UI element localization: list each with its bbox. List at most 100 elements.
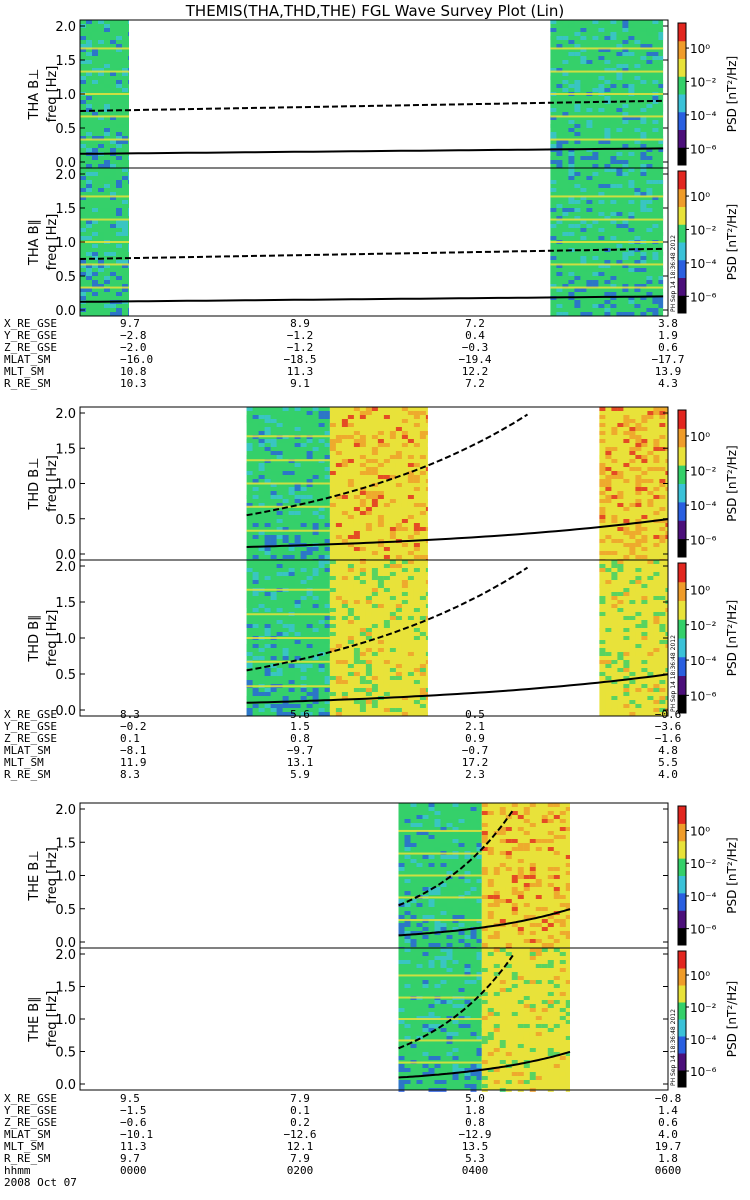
ephemeris-value: 0.8: [290, 732, 310, 745]
colorbar-label: PSD [nT²/Hz]: [725, 56, 739, 132]
ephemeris-value: 4.8: [658, 744, 678, 757]
plot-stamp: PH Sep 14 18:36:48 2012: [670, 235, 677, 312]
ephemeris-value: 9.7: [120, 317, 140, 330]
ephemeris-value: 10.3: [120, 377, 147, 390]
ephemeris-value: 0.6: [658, 1116, 678, 1129]
colorbar-label: PSD [nT²/Hz]: [725, 445, 739, 521]
colorbar-tick-label: 10⁻²: [690, 223, 717, 237]
frequency-curve: [246, 413, 529, 517]
ephemeris-table-tha: X_RE_GSE 9.7 8.9 7.2 3.8 Y_RE_GSE −2.8 −1.2 0.4 1…: [4, 317, 685, 390]
frequency-curve: [398, 954, 514, 1050]
y-tick-label: 2.0: [55, 560, 76, 575]
y-tick-label: 0.5: [55, 903, 76, 918]
ephemeris-value: 9.5: [120, 1092, 140, 1105]
panel-label: THD B⊥: [27, 457, 42, 510]
colorbar-tick-label: 10⁻⁴: [690, 257, 717, 271]
ephemeris-value: 0.5: [465, 708, 485, 721]
ephemeris-row-label: MLAT_SM: [4, 744, 51, 757]
y-tick-label: 0.5: [55, 122, 76, 137]
spectrogram-segment: [80, 20, 129, 168]
colorbar-tick-label: 10⁰: [690, 969, 710, 983]
spectrogram-segment: [80, 168, 129, 316]
panel-label: THA B∥: [27, 219, 42, 266]
ephemeris-value: 4.0: [658, 1128, 678, 1141]
ephemeris-value: 5.0: [465, 1092, 485, 1105]
ephemeris-row-label: X_RE_GSE: [4, 317, 57, 330]
spectrogram-segment: [599, 407, 668, 563]
ephemeris-row-label: Y_RE_GSE: [4, 1104, 57, 1117]
spectrogram-segment: [246, 407, 330, 563]
y-axis-label: freq [Hz]: [45, 610, 60, 667]
plot-stamp: PH Sep 14 18:36:48 2012: [670, 1009, 677, 1086]
ephemeris-row-label: X_RE_GSE: [4, 708, 57, 721]
ephemeris-row-label: Y_RE_GSE: [4, 720, 57, 733]
colorbar: 10⁰ 10⁻² 10⁻⁴ 10⁻⁶ PSD [nT²/Hz]: [677, 170, 739, 314]
ephemeris-value: 3.8: [658, 317, 678, 330]
ephemeris-value: 7.9: [290, 1092, 310, 1105]
colorbar-tick-label: 10⁻⁶: [690, 689, 717, 703]
colorbar-tick-label: 10⁻²: [690, 619, 717, 633]
ephemeris-value: 7.2: [465, 317, 485, 330]
ephemeris-table-thd: X_RE_GSE 8.3 5.6 0.5 −0.6 Y_RE_GSE −0.2 1.5 2.1 −…: [4, 708, 681, 781]
y-tick-label: 0.0: [55, 1078, 76, 1093]
y-tick-label: 0.5: [55, 1046, 76, 1061]
ephemeris-value: 1.4: [658, 1104, 678, 1117]
colorbar-tick-label: 10⁰: [690, 190, 710, 204]
ephemeris-value: 0.9: [465, 732, 485, 745]
y-axis-label: freq [Hz]: [45, 214, 60, 271]
ephemeris-value: 5.5: [658, 756, 678, 769]
ephemeris-value: −0.7: [462, 744, 489, 757]
frequency-curve: [79, 247, 664, 260]
spectrogram-segment: [599, 560, 668, 716]
ephemeris-value: 11.3: [287, 365, 314, 378]
colorbar: 10⁰ 10⁻² 10⁻⁴ 10⁻⁶ PSD [nT²/Hz]: [677, 409, 739, 558]
spectrogram-panel-the-par: 0.0 0.5 1.0 1.5 2.0 THE B∥ freq [Hz] 10⁰ 10⁻² 10⁻…: [27, 947, 739, 1093]
colorbar-tick-label: 10⁰: [690, 825, 710, 839]
y-tick-label: 1.0: [55, 632, 76, 647]
colorbar-tick-label: 10⁻²: [690, 75, 717, 89]
y-tick-label: 2.0: [55, 20, 76, 35]
ephemeris-value: 0.2: [290, 1116, 310, 1129]
frequency-curve: [398, 908, 571, 937]
y-tick-label: 1.5: [55, 596, 76, 611]
ephemeris-value: 7.2: [465, 377, 485, 390]
colorbar-tick-label: 10⁻⁴: [690, 654, 717, 668]
frequency-curve: [79, 99, 664, 112]
frequency-curve: [246, 673, 669, 704]
y-tick-label: 1.5: [55, 442, 76, 457]
ephemeris-value: 5.3: [465, 1152, 485, 1165]
y-tick-label: 2.0: [55, 168, 76, 183]
ephemeris-value: 13.9: [655, 365, 682, 378]
spectrogram-segment: [398, 803, 482, 951]
ephemeris-value: 11.3: [120, 1140, 147, 1153]
spectrogram-panel-tha-perp: 0.0 0.5 1.0 1.5 2.0 THA B⊥ freq [Hz] 10⁰ 10⁻² 10⁻…: [27, 19, 739, 171]
frequency-curve: [246, 518, 669, 548]
y-tick-label: 1.0: [55, 236, 76, 251]
ephemeris-row-label: MLT_SM: [4, 756, 44, 769]
y-tick-label: 0.0: [55, 156, 76, 171]
frequency-curve: [398, 809, 514, 907]
y-tick-label: 1.5: [55, 54, 76, 69]
y-tick-label: 2.0: [55, 407, 76, 422]
time-axis-label: hhmm: [4, 1164, 31, 1177]
ephemeris-value: 12.1: [287, 1140, 314, 1153]
y-tick-label: 1.0: [55, 478, 76, 493]
colorbar: 10⁰ 10⁻² 10⁻⁴ 10⁻⁶ PSD [nT²/Hz]: [677, 950, 739, 1088]
ephemeris-row-label: Z_RE_GSE: [4, 732, 57, 745]
y-tick-label: 1.5: [55, 836, 76, 851]
colorbar: 10⁰ 10⁻² 10⁻⁴ 10⁻⁶ PSD [nT²/Hz]: [677, 22, 739, 166]
colorbar-tick-label: 10⁰: [690, 42, 710, 56]
ephemeris-value: 7.9: [290, 1152, 310, 1165]
y-axis-label: freq [Hz]: [45, 66, 60, 123]
ephemeris-row-label: MLAT_SM: [4, 1128, 51, 1141]
ephemeris-value: 19.7: [655, 1140, 682, 1153]
spectrogram-segment: [550, 20, 664, 168]
y-tick-label: 0.0: [55, 548, 76, 563]
y-tick-label: 1.5: [55, 981, 76, 996]
ephemeris-value: −1.2: [287, 341, 314, 354]
spectrogram-panel-the-perp: 0.0 0.5 1.0 1.5 2.0 THE B⊥ freq [Hz] 10⁰ 10⁻² 10⁻…: [27, 802, 739, 951]
ephemeris-value: 10.8: [120, 365, 147, 378]
ephemeris-value: 4.0: [658, 768, 678, 781]
ephemeris-value: 1.8: [658, 1152, 678, 1165]
ephemeris-value: 4.3: [658, 377, 678, 390]
